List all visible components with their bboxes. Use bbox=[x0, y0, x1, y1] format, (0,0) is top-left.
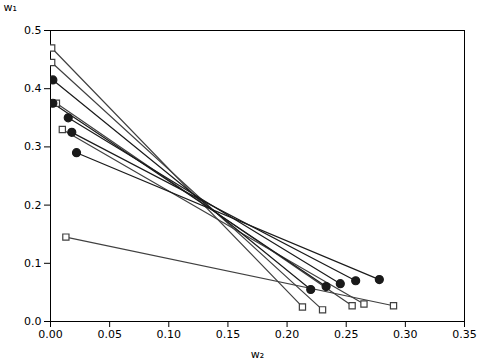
svg-text:0.15: 0.15 bbox=[216, 328, 241, 341]
svg-text:0.30: 0.30 bbox=[393, 328, 418, 341]
svg-text:0.3: 0.3 bbox=[24, 140, 42, 153]
svg-text:0.05: 0.05 bbox=[97, 328, 122, 341]
svg-text:0.10: 0.10 bbox=[157, 328, 182, 341]
svg-text:0.00: 0.00 bbox=[38, 328, 63, 341]
svg-text:0.25: 0.25 bbox=[334, 328, 359, 341]
svg-text:0.0: 0.0 bbox=[24, 315, 42, 328]
svg-text:0.35: 0.35 bbox=[452, 328, 477, 341]
svg-text:0.20: 0.20 bbox=[275, 328, 300, 341]
svg-text:0.2: 0.2 bbox=[24, 199, 42, 212]
svg-text:0.5: 0.5 bbox=[24, 24, 42, 37]
svg-text:w₂: w₂ bbox=[251, 348, 264, 361]
svg-text:0.1: 0.1 bbox=[24, 257, 42, 270]
svg-text:0.4: 0.4 bbox=[24, 82, 42, 95]
svg-text:w₁: w₁ bbox=[4, 1, 17, 14]
